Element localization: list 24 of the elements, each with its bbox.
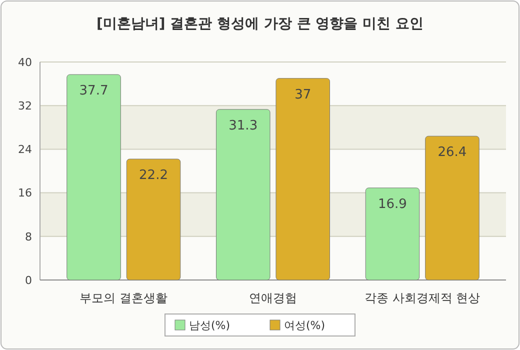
data-label: 31.3 — [228, 118, 258, 134]
x-tick-label: 각종 사회경제적 현상 — [364, 291, 480, 305]
data-label: 37 — [294, 87, 312, 102]
bar — [276, 78, 330, 280]
chart-title: [미혼남녀] 결혼관 형성에 가장 큰 영향을 미친 요인 — [96, 16, 424, 32]
data-label: 22.2 — [139, 168, 168, 184]
legend-label: 여성(%) — [284, 319, 326, 332]
bar — [66, 74, 121, 280]
bar — [425, 136, 480, 280]
data-label: 26.4 — [438, 145, 467, 160]
y-tick-label: 24 — [18, 143, 32, 156]
y-tick-label: 40 — [18, 56, 32, 69]
y-tick-label: 16 — [18, 186, 32, 200]
x-tick-label: 연애경험 — [249, 291, 297, 305]
data-label: 37.7 — [79, 84, 108, 99]
y-tick-label: 8 — [25, 230, 32, 244]
legend-label: 남성(%) — [189, 319, 230, 332]
data-label: 16.9 — [378, 196, 407, 212]
bar — [365, 188, 420, 280]
y-tick-label: 0 — [25, 274, 32, 287]
x-tick-label: 부모의 결혼생활 — [80, 291, 168, 305]
bar — [216, 109, 270, 280]
y-tick-label: 32 — [18, 99, 32, 112]
bar — [126, 158, 181, 280]
